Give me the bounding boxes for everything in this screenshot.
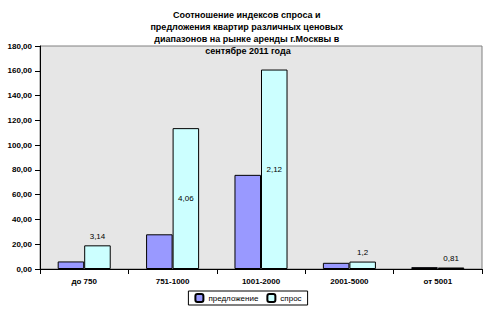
svg-text:100,00: 100,00 — [8, 141, 33, 150]
svg-text:предложения квартир различных: предложения квартир различных ценовых — [150, 22, 345, 32]
svg-text:140,00: 140,00 — [8, 91, 33, 100]
svg-text:20,00: 20,00 — [12, 240, 33, 249]
svg-text:0,81: 0,81 — [443, 254, 459, 263]
svg-text:0,00: 0,00 — [16, 265, 32, 274]
svg-text:180,00: 180,00 — [8, 42, 33, 51]
svg-text:2001-5000: 2001-5000 — [330, 277, 369, 286]
svg-text:40,00: 40,00 — [12, 215, 33, 224]
svg-text:диапазонов на рынке аренды г.М: диапазонов на рынке аренды г.Москвы в — [154, 34, 341, 44]
svg-text:60,00: 60,00 — [12, 190, 33, 199]
svg-text:160,00: 160,00 — [8, 66, 33, 75]
svg-text:Соотношение индексов спроса и: Соотношение индексов спроса и — [173, 10, 323, 20]
svg-text:сентябре 2011 года: сентябре 2011 года — [205, 46, 291, 56]
svg-text:предложение: предложение — [208, 294, 259, 303]
svg-text:1,2: 1,2 — [357, 248, 369, 257]
svg-text:751-1000: 751-1000 — [156, 277, 190, 286]
svg-text:спрос: спрос — [280, 294, 301, 303]
svg-text:2,12: 2,12 — [266, 165, 282, 174]
svg-text:120,00: 120,00 — [8, 116, 33, 125]
svg-text:4,06: 4,06 — [178, 194, 194, 203]
svg-text:от 5001: от 5001 — [423, 277, 452, 286]
svg-text:3,14: 3,14 — [90, 232, 106, 241]
svg-text:до 750: до 750 — [71, 277, 97, 286]
svg-text:80,00: 80,00 — [12, 165, 33, 174]
svg-text:1001-2000: 1001-2000 — [242, 277, 281, 286]
